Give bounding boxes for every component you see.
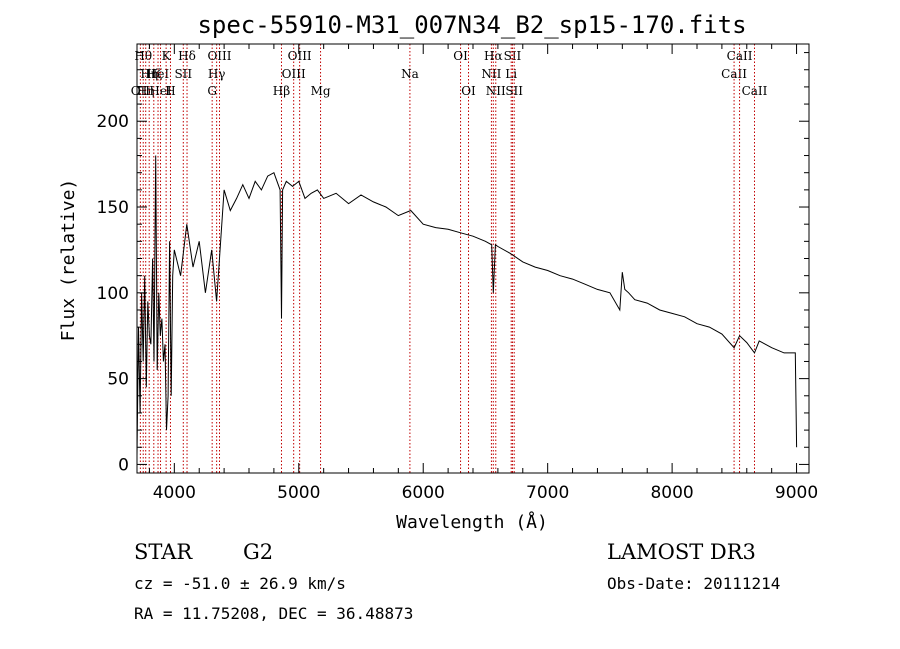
x-tick-label-6000: 6000 xyxy=(402,483,445,503)
x-tick-label-8000: 8000 xyxy=(650,483,693,503)
axes: 4000 5000 6000 7000 8000 9000 0 50 100 150 200 xyxy=(97,44,818,503)
marker-label-9: SII xyxy=(174,67,192,81)
object-class: STAR xyxy=(134,540,193,564)
x-tick-label-9000: 9000 xyxy=(775,483,818,503)
series-layer xyxy=(136,155,798,456)
marker-label-15: OIII xyxy=(282,67,306,81)
marker-label-4: Hζ xyxy=(145,67,162,81)
sky-coordinates: RA = 11.75208, DEC = 36.48873 xyxy=(134,604,413,623)
marker-label-16: OIII xyxy=(288,49,312,63)
marker-label-3: Hη xyxy=(140,67,158,81)
marker-label-19: OI xyxy=(453,49,468,63)
chart-title: spec-55910-M31_007N34_B2_sp15-170.fits xyxy=(197,11,746,39)
marker-label-8: H xyxy=(165,84,175,98)
emission-line-markers: OIIHθHηHηHζHeIHeIKHSIIHδGHγOIIIHβOIIIOII… xyxy=(131,44,768,473)
series-line-spectrum xyxy=(136,155,798,456)
marker-label-23: NII xyxy=(486,84,506,98)
x-tick-label-4000: 4000 xyxy=(153,483,196,503)
x-tick-label-7000: 7000 xyxy=(526,483,569,503)
x-axis-label: Wavelength (Å) xyxy=(396,511,548,533)
marker-label-26: SII xyxy=(505,84,523,98)
survey-name: LAMOST DR3 xyxy=(607,540,756,564)
marker-label-27: CaII xyxy=(721,67,747,81)
y-tick-label-50: 50 xyxy=(107,370,129,390)
marker-label-12: Hγ xyxy=(208,67,226,81)
marker-label-2: Hη xyxy=(137,84,155,98)
spectral-subclass: G2 xyxy=(243,540,273,564)
marker-label-21: NII xyxy=(481,67,501,81)
x-tick-label-5000: 5000 xyxy=(277,483,320,503)
marker-label-24: Li xyxy=(505,67,517,81)
y-axis-label: Flux (relative) xyxy=(58,179,79,342)
marker-label-22: Hα xyxy=(484,49,503,63)
y-tick-label-0: 0 xyxy=(118,455,129,475)
marker-label-28: CaII xyxy=(727,49,753,63)
redshift-value: cz = -51.0 ± 26.9 km/s xyxy=(134,574,346,593)
observation-date: Obs-Date: 20111214 xyxy=(607,574,780,593)
marker-label-14: Hβ xyxy=(273,84,290,98)
plot-frame xyxy=(136,43,810,474)
marker-label-20: OI xyxy=(461,84,476,98)
y-tick-label-200: 200 xyxy=(97,112,129,132)
marker-label-5: HeI xyxy=(147,67,170,81)
marker-label-17: Mg xyxy=(311,84,331,98)
marker-label-7: K xyxy=(162,49,172,63)
marker-label-29: CaII xyxy=(742,84,768,98)
marker-label-25: SII xyxy=(504,49,522,63)
marker-label-13: OIII xyxy=(207,49,231,63)
y-tick-label-100: 100 xyxy=(97,284,129,304)
marker-label-11: G xyxy=(207,84,217,98)
marker-label-10: Hδ xyxy=(178,49,196,63)
marker-label-18: Na xyxy=(401,67,419,81)
y-tick-label-150: 150 xyxy=(97,198,129,218)
